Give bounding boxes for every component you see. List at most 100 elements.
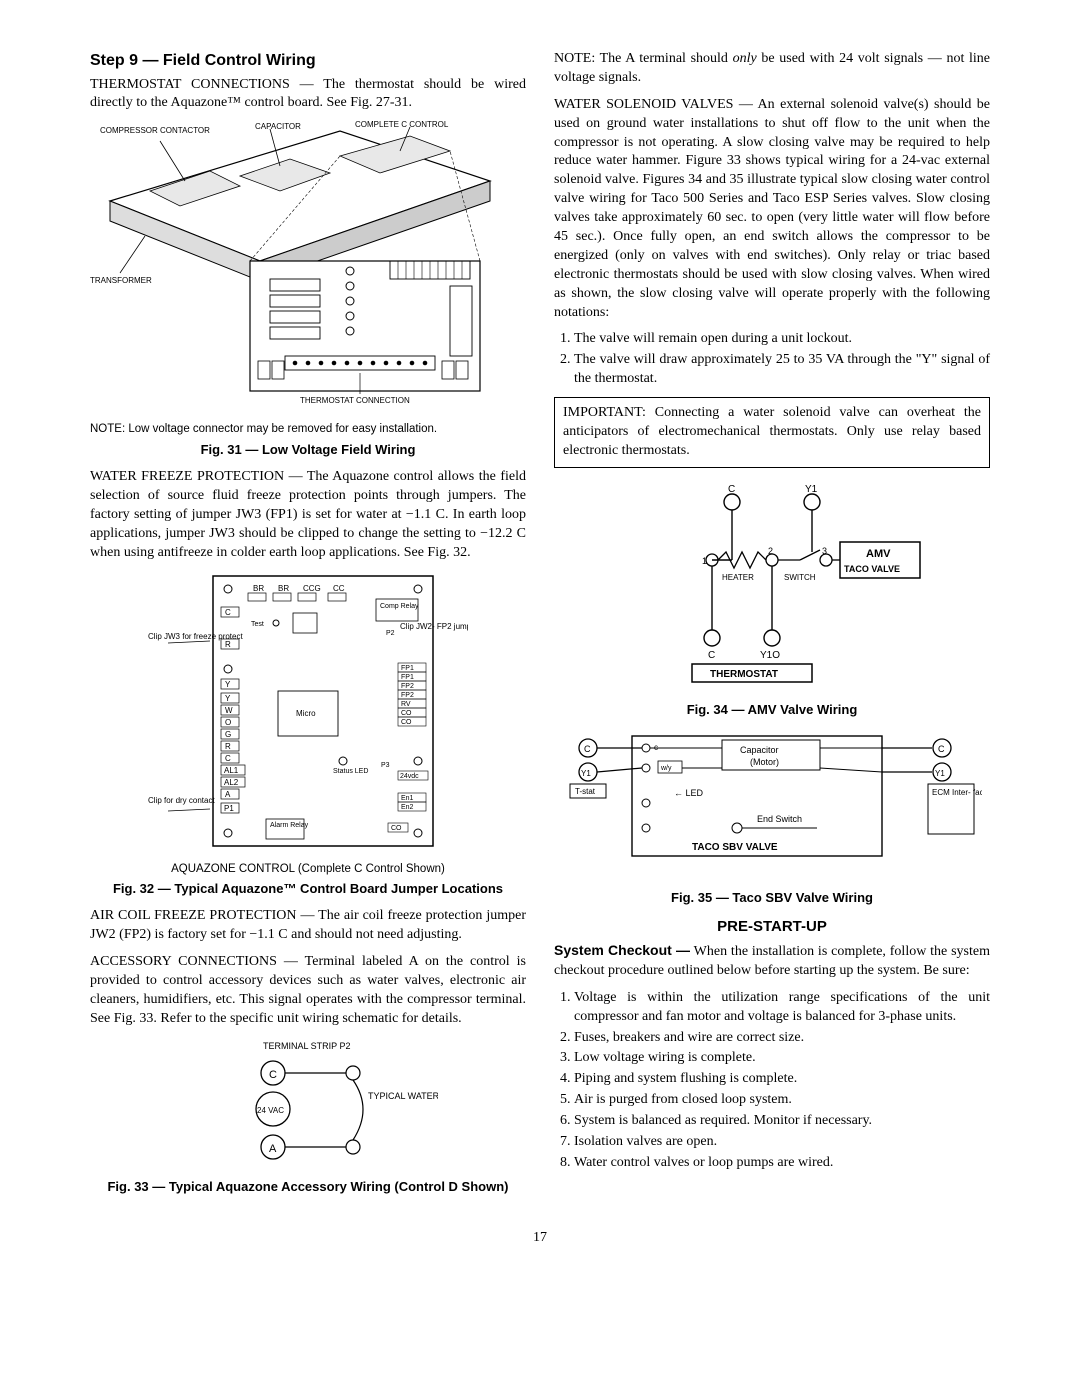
svg-text:THERMOSTAT: THERMOSTAT (710, 669, 778, 680)
solenoid-para: WATER SOLENOID VALVES — An external sole… (554, 96, 990, 323)
svg-text:O: O (225, 718, 231, 727)
svg-text:HEATER: HEATER (722, 573, 754, 582)
svg-text:FP1: FP1 (401, 674, 414, 681)
list-item: Voltage is within the utilization range … (574, 989, 990, 1027)
fig33-svg: TERMINAL STRIP P2 C 24 VAC A TYPICAL WAT… (178, 1037, 438, 1167)
svg-text:Capacitor: Capacitor (740, 745, 779, 755)
page-number: 17 (90, 1229, 990, 1248)
svg-text:Micro: Micro (296, 709, 316, 718)
svg-text:P1: P1 (224, 804, 234, 813)
svg-text:FP1: FP1 (401, 665, 414, 672)
svg-text:AL2: AL2 (224, 778, 239, 787)
fig31-caption: Fig. 31 — Low Voltage Field Wiring (90, 441, 526, 459)
svg-text:2: 2 (768, 546, 773, 556)
list-item: Fuses, breakers and wire are correct siz… (574, 1029, 990, 1048)
list-item: Air is purged from closed loop system. (574, 1091, 990, 1110)
fig34-svg: C Y1 AMV TACO VALVE 1 2 3 (622, 480, 922, 690)
svg-text:CO: CO (391, 825, 402, 832)
step-heading: Step 9 — Field Control Wiring (90, 50, 526, 72)
svg-text:RV: RV (401, 701, 411, 708)
svg-text:Y: Y (225, 680, 231, 689)
svg-text:← LED: ← LED (674, 788, 704, 798)
svg-text:TYPICAL WATER VALVE: TYPICAL WATER VALVE (368, 1091, 438, 1101)
fig35-svg: C Y1 T-stat TACO SBV VALVE c w/y Capacit… (562, 728, 982, 878)
list-item: Piping and system flushing is complete. (574, 1070, 990, 1089)
svg-text:C: C (938, 744, 945, 754)
svg-text:FP2: FP2 (401, 683, 414, 690)
svg-text:24vdc: 24vdc (400, 773, 419, 780)
svg-text:R: R (225, 742, 231, 751)
svg-text:ECM Inter- face Board: ECM Inter- face Board (932, 788, 982, 797)
fig32-svg: BR BR CCG CC Comp Relay Test C R (148, 571, 468, 851)
accessory-para: ACCESSORY CONNECTIONS — Terminal labeled… (90, 953, 526, 1029)
fig35: C Y1 T-stat TACO SBV VALVE c w/y Capacit… (554, 728, 990, 906)
svg-text:BR: BR (278, 584, 289, 593)
fig31-note: NOTE: Low voltage connector may be remov… (90, 422, 526, 436)
svg-text:Y1: Y1 (581, 769, 591, 778)
svg-text:w/y: w/y (660, 765, 672, 772)
svg-text:(Motor): (Motor) (750, 757, 779, 767)
svg-text:C: C (728, 484, 735, 495)
svg-text:P2: P2 (386, 630, 395, 637)
svg-text:AMV: AMV (866, 548, 891, 560)
svg-text:Status LED: Status LED (333, 768, 368, 775)
svg-text:Clip JW3 for freeze protect: Clip JW3 for freeze protect (148, 632, 243, 641)
list-item: Water control valves or loop pumps are w… (574, 1154, 990, 1173)
svg-text:Y1: Y1 (935, 769, 945, 778)
list-item: The valve will remain open during a unit… (574, 330, 990, 349)
svg-text:COMPLETE C CONTROL: COMPLETE C CONTROL (355, 121, 449, 129)
svg-text:C: C (225, 754, 231, 763)
checkout-para: System Checkout — When the installation … (554, 941, 990, 981)
svg-text:T-stat: T-stat (575, 787, 596, 796)
note-a-only: only (733, 51, 757, 66)
svg-text:TRANSFORMER: TRANSFORMER (90, 276, 152, 285)
checkout-list: Voltage is within the utilization range … (574, 989, 990, 1173)
fig35-caption: Fig. 35 — Taco SBV Valve Wiring (554, 889, 990, 907)
note-a: NOTE: The A terminal should only be used… (554, 50, 990, 88)
svg-text:G: G (225, 730, 231, 739)
fig33-caption: Fig. 33 — Typical Aquazone Accessory Wir… (90, 1178, 526, 1196)
svg-text:W: W (225, 706, 233, 715)
svg-text:Clip for dry contact: Clip for dry contact (148, 796, 215, 805)
svg-text:C: C (708, 650, 715, 661)
svg-text:R: R (225, 640, 231, 649)
svg-text:Y1: Y1 (805, 484, 818, 495)
svg-text:CCG: CCG (303, 584, 321, 593)
fig34: C Y1 AMV TACO VALVE 1 2 3 (554, 480, 990, 718)
svg-text:C: C (584, 744, 591, 754)
svg-text:Alarm Relay: Alarm Relay (270, 822, 309, 829)
svg-text:En2: En2 (401, 804, 414, 811)
svg-text:TERMINAL STRIP P2: TERMINAL STRIP P2 (263, 1041, 351, 1051)
svg-text:THERMOSTAT CONNECTION: THERMOSTAT CONNECTION (300, 396, 410, 405)
svg-text:COMPRESSOR CONTACTOR: COMPRESSOR CONTACTOR (100, 126, 210, 135)
svg-text:FP2: FP2 (401, 692, 414, 699)
svg-text:CC: CC (333, 584, 345, 593)
svg-text:A: A (225, 790, 231, 799)
svg-text:Comp Relay: Comp Relay (380, 603, 419, 610)
list-item: The valve will draw approximately 25 to … (574, 351, 990, 389)
svg-text:C: C (225, 608, 231, 617)
note-a-pre: NOTE: The A terminal should (554, 51, 733, 66)
svg-text:3: 3 (822, 546, 827, 556)
fig32-caption: Fig. 32 — Typical Aquazone™ Control Boar… (90, 880, 526, 898)
svg-text:24 VAC: 24 VAC (257, 1106, 284, 1115)
svg-text:1: 1 (702, 556, 707, 566)
checkout-lead: System Checkout — (554, 942, 690, 958)
aircoil-para: AIR COIL FREEZE PROTECTION — The air coi… (90, 907, 526, 945)
svg-text:Y: Y (225, 694, 231, 703)
svg-text:CO: CO (401, 710, 412, 717)
solenoid-list: The valve will remain open during a unit… (574, 330, 990, 389)
svg-text:Clip JW2- FP2 jumper for anti-: Clip JW2- FP2 jumper for anti-freeze sys… (400, 622, 468, 631)
svg-text:P3: P3 (381, 762, 390, 769)
fig34-caption: Fig. 34 — AMV Valve Wiring (554, 701, 990, 719)
list-item: Isolation valves are open. (574, 1133, 990, 1152)
fig33: TERMINAL STRIP P2 C 24 VAC A TYPICAL WAT… (90, 1037, 526, 1195)
svg-text:Test: Test (251, 621, 264, 628)
fig32: BR BR CCG CC Comp Relay Test C R (90, 571, 526, 898)
list-item: Low voltage wiring is complete. (574, 1049, 990, 1068)
svg-text:BR: BR (253, 584, 264, 593)
list-item: System is balanced as required. Monitor … (574, 1112, 990, 1131)
svg-text:TACO SBV VALVE: TACO SBV VALVE (692, 842, 778, 853)
fig32-pre: AQUAZONE CONTROL (Complete C Control Sho… (90, 862, 526, 876)
svg-text:A: A (269, 1143, 277, 1155)
